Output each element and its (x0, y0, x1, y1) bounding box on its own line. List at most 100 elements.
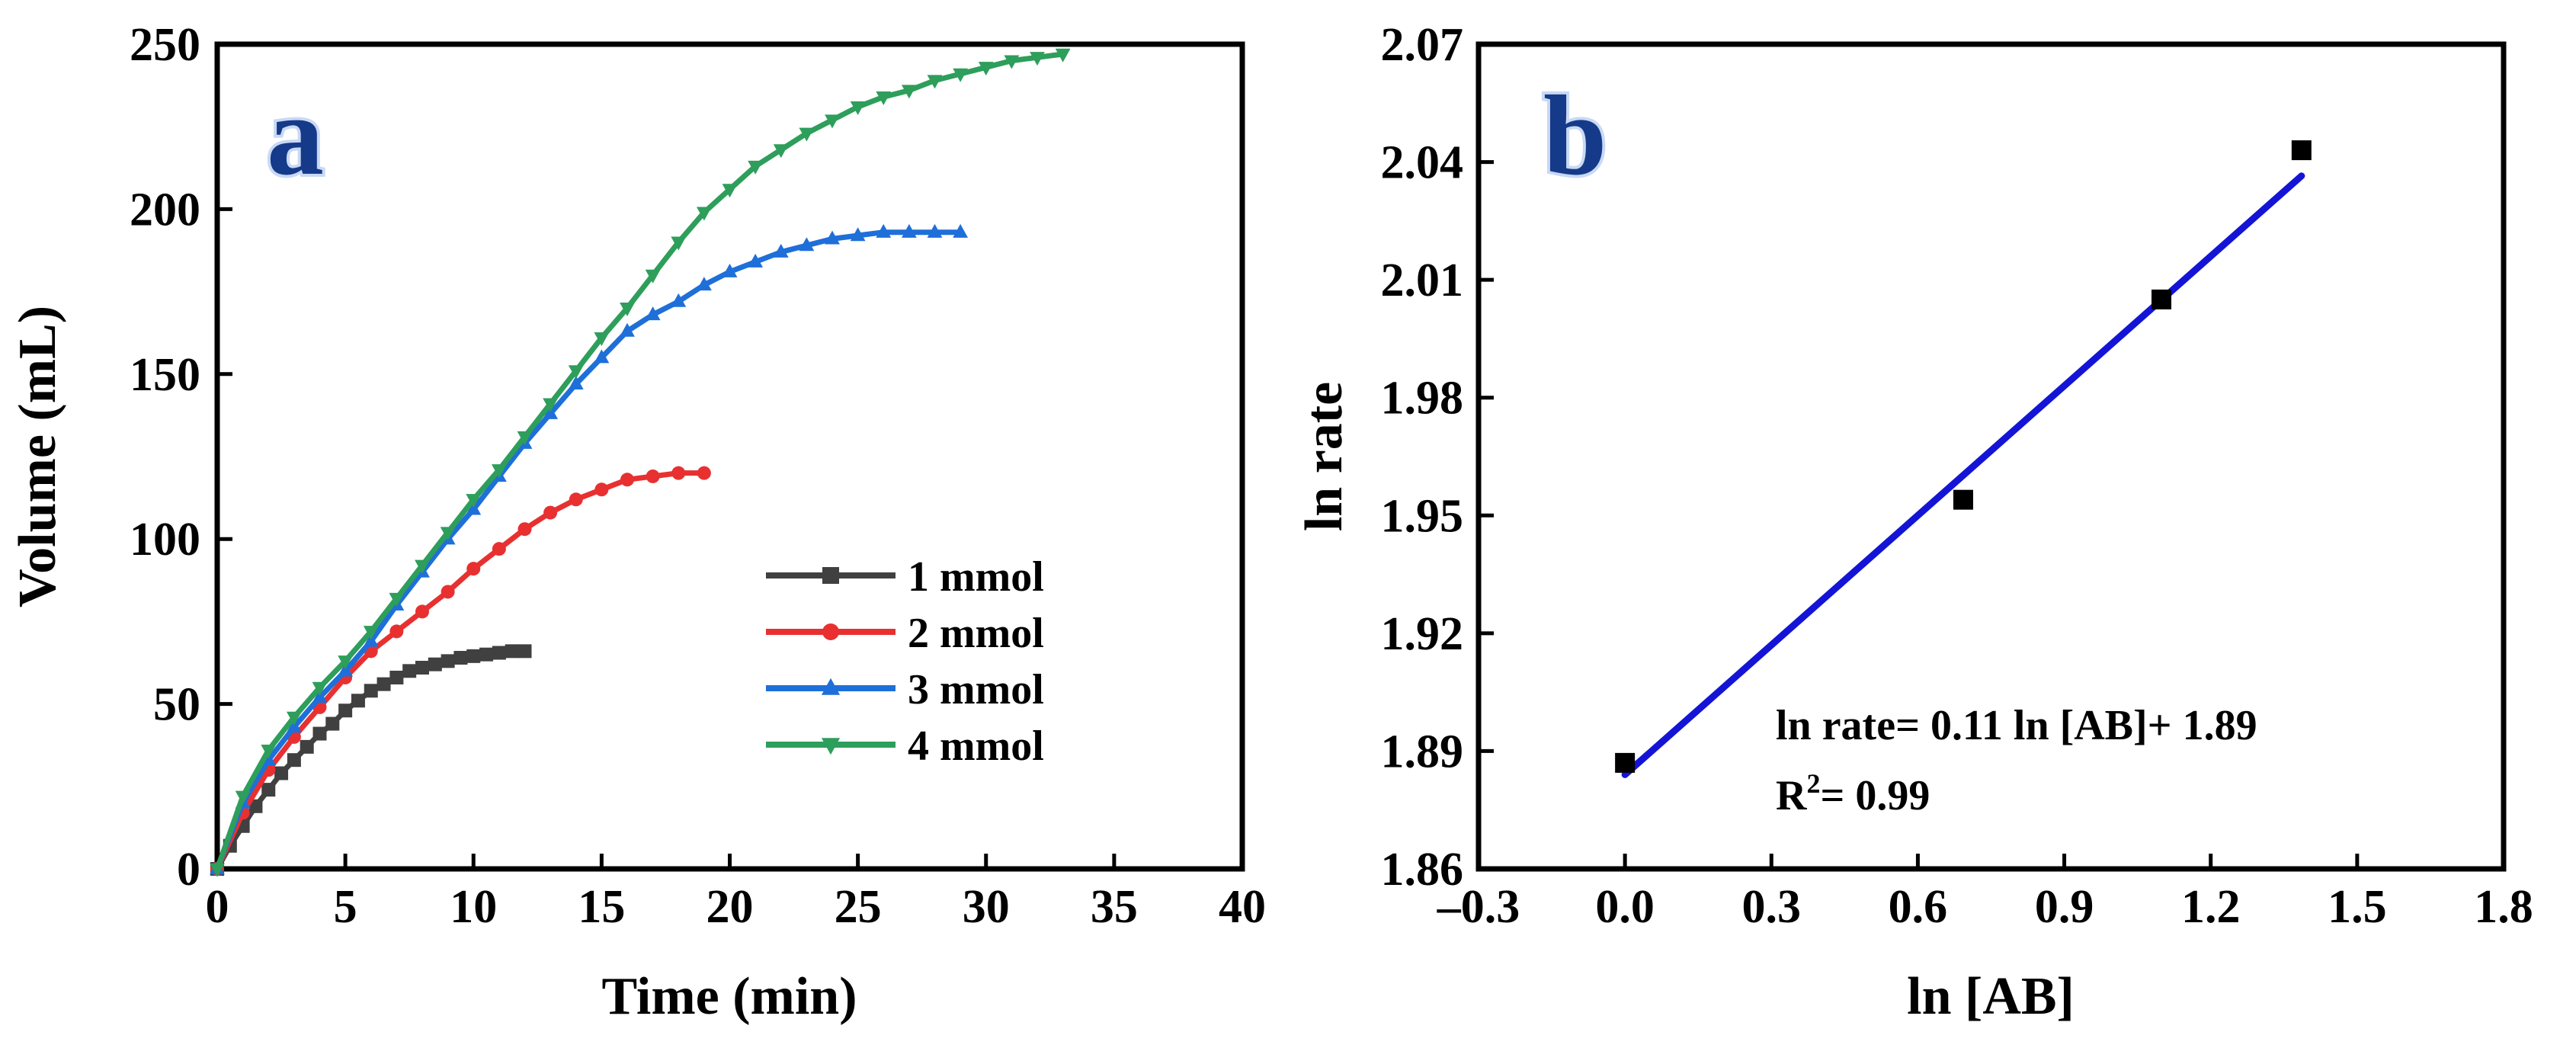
data-point (696, 277, 712, 291)
panel-a-x-tick-label: 5 (334, 881, 357, 933)
data-point (210, 863, 225, 877)
data-point (748, 253, 764, 268)
panel-a-x-tick-label: 35 (1091, 881, 1138, 933)
data-point (620, 473, 634, 487)
legend-item: 3 mmol (766, 666, 1044, 713)
panel-a-series (210, 48, 1071, 877)
data-point (492, 542, 506, 556)
data-point (850, 101, 866, 116)
data-point (697, 466, 711, 480)
data-point (671, 293, 687, 307)
data-point (594, 332, 610, 346)
data-point (696, 207, 712, 221)
panel-a-plot-frame (214, 41, 1245, 872)
data-point (901, 223, 917, 238)
data-point (453, 651, 468, 665)
data-point (646, 469, 660, 483)
series-line (214, 229, 961, 870)
panel-b-fit (1621, 172, 2305, 778)
legend-swatch-marker (821, 738, 841, 755)
data-point (364, 684, 378, 698)
data-point (825, 114, 840, 129)
legend-item: 4 mmol (766, 723, 1044, 770)
data-point (722, 263, 738, 277)
data-point (568, 365, 584, 380)
panel-a-y-tick-label: 100 (130, 514, 200, 566)
data-point (441, 585, 455, 599)
data-point (927, 223, 943, 238)
data-point (492, 646, 506, 660)
data-point (428, 657, 442, 671)
panel-b-scatter-chart: –0.3 0.0 0.3 0.6 0.9 1.2 1.5 1.8 1.86 1.89 1.92 1.9… (1295, 19, 2533, 1026)
data-point (312, 689, 328, 703)
panel-a-x-axis-title: Time (min) (601, 967, 857, 1026)
panel-b-x-tick-label: 0.3 (1742, 881, 1802, 933)
panel-b-x-axis-title: ln [AB] (1907, 967, 2075, 1026)
data-point (505, 644, 519, 659)
data-point (491, 464, 507, 479)
data-point (286, 711, 302, 726)
data-point (543, 505, 558, 520)
data-point (312, 726, 327, 741)
panel-a-ticks: 0 5 10 15 20 25 30 35 40 0 50 100 150 200 250 (130, 19, 1266, 933)
legend-label: 3 mmol (908, 666, 1044, 713)
data-point (978, 62, 994, 76)
data-point (376, 677, 391, 691)
data-point (363, 626, 379, 640)
data-point (274, 766, 289, 780)
panel-a-x-tick-label: 20 (706, 881, 754, 933)
data-point (466, 494, 482, 508)
scatter-point (1615, 752, 1636, 773)
panel-b-y-tick-label: 2.01 (1381, 255, 1464, 306)
panel-b-y-tick-label: 2.07 (1381, 19, 1464, 71)
panel-a-y-tick-label: 0 (177, 844, 200, 896)
data-point (363, 633, 379, 647)
data-point (1055, 48, 1071, 62)
data-point (338, 703, 353, 718)
data-point (594, 349, 610, 364)
panel-a-y-tick-label: 250 (130, 19, 200, 71)
panel-b-y-tick-label: 1.89 (1381, 726, 1464, 777)
data-point (543, 405, 559, 419)
panel-a-y-axis-title: Volume (mL) (8, 306, 67, 607)
legend-item: 1 mmol (766, 553, 1044, 601)
panel-b-points (1615, 140, 2312, 773)
series-line (214, 51, 1064, 870)
panel-b-x-tick-label: 1.8 (2474, 881, 2533, 933)
legend-swatch-marker (822, 567, 839, 584)
data-point (773, 144, 789, 159)
data-point (1030, 52, 1045, 66)
data-point (286, 719, 302, 733)
series-1-mmol (210, 644, 532, 876)
data-point (901, 85, 917, 99)
legend-swatch-marker (821, 678, 841, 695)
panel-b-y-tick-label: 1.92 (1381, 608, 1464, 660)
data-point (620, 303, 635, 317)
panel-b-x-tick-label: 1.5 (2328, 881, 2387, 933)
data-point (338, 655, 354, 670)
data-point (389, 592, 405, 607)
fit-equation: ln rate= 0.11 ln [AB]+ 1.89 (1776, 702, 2257, 749)
data-point (517, 431, 533, 445)
panel-a-x-tick-label: 30 (963, 881, 1010, 933)
data-point (953, 223, 969, 238)
scatter-point (1953, 489, 1973, 510)
data-point (517, 522, 532, 537)
panel-b-y-tick-label: 1.86 (1381, 844, 1464, 896)
panel-b-plot-frame (1475, 41, 2507, 872)
r-squared-symbol: R (1776, 772, 1807, 819)
data-point (568, 375, 584, 389)
panel-a-y-tick-label: 200 (130, 184, 200, 236)
data-point (543, 398, 559, 412)
data-point (953, 68, 969, 82)
panel-a-legend: 1 mmol 2 mmol 3 mmol 4 mmol (766, 553, 1044, 770)
legend-item: 2 mmol (766, 610, 1044, 657)
data-point (876, 91, 892, 106)
data-point (440, 527, 456, 541)
data-point (287, 753, 301, 768)
data-point (466, 501, 482, 515)
data-point (325, 716, 340, 731)
panel-b-x-tick-label: 0.6 (1889, 881, 1948, 933)
data-point (248, 799, 263, 813)
